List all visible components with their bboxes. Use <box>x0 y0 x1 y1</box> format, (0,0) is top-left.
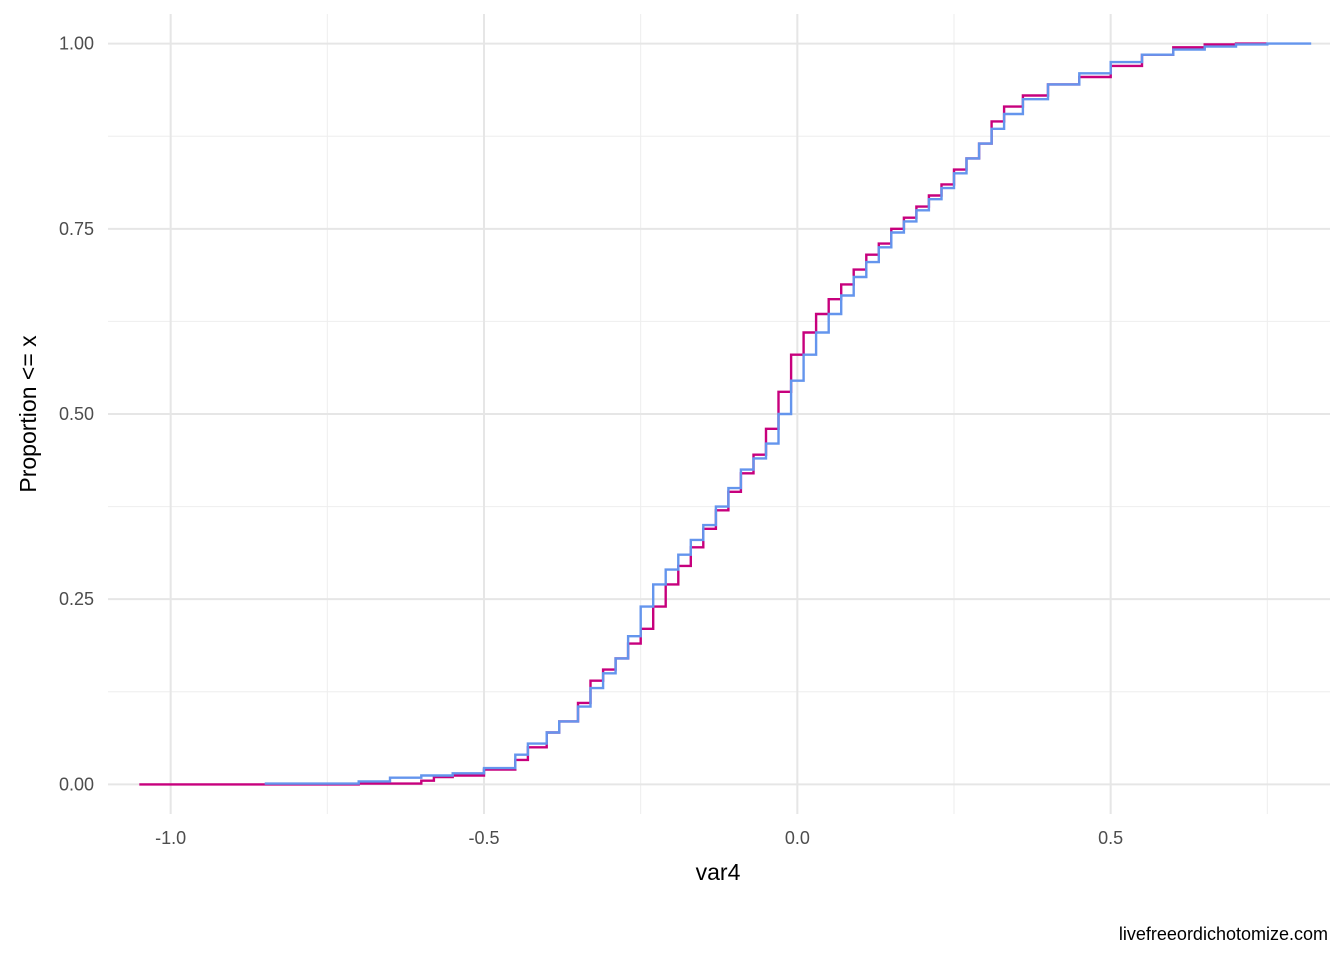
y-tick-label: 0.50 <box>59 404 94 424</box>
series-lines <box>139 42 1312 786</box>
y-axis-title: Proportion <= x <box>15 335 41 493</box>
ecdf-line-series-2 <box>264 42 1312 785</box>
x-tick-label: 0.0 <box>785 828 810 848</box>
x-tick-label: -1.0 <box>155 828 186 848</box>
major-gridlines <box>108 14 1330 814</box>
y-tick-label: 1.00 <box>59 34 94 54</box>
x-tick-label: -0.5 <box>468 828 499 848</box>
y-tick-label: 0.75 <box>59 219 94 239</box>
y-tick-label: 0.25 <box>59 589 94 609</box>
y-tick-label: 0.00 <box>59 774 94 794</box>
x-axis-title: var4 <box>696 859 741 885</box>
x-axis-ticks: -1.0 -0.5 0.0 0.5 <box>155 828 1123 848</box>
x-tick-label: 0.5 <box>1098 828 1123 848</box>
caption: livefreeordichotomize.com <box>1119 924 1328 944</box>
y-axis-ticks: 0.00 0.25 0.50 0.75 1.00 <box>59 34 94 795</box>
